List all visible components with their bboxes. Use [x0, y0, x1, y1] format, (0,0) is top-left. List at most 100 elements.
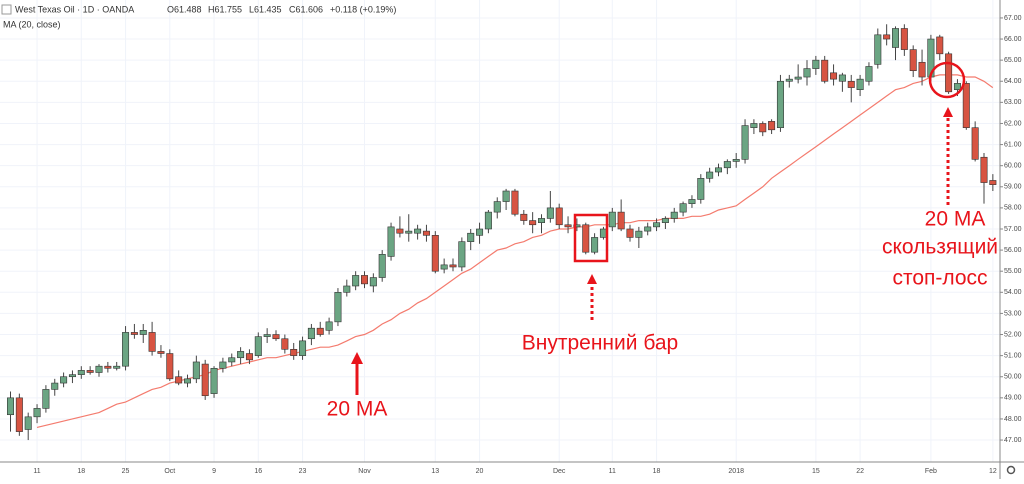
- candle-body: [502, 190, 510, 202]
- candle-body: [484, 211, 492, 230]
- candle-body: [414, 228, 422, 234]
- candle-body: [936, 36, 944, 55]
- candle-body: [838, 74, 846, 82]
- candle-body: [529, 220, 537, 226]
- candle-body: [626, 228, 634, 238]
- candle-body: [989, 180, 997, 185]
- candle-body: [661, 218, 669, 223]
- candle-body: [378, 254, 386, 278]
- y-tick-label: 65.00: [1004, 57, 1022, 64]
- y-tick-label: 55.00: [1004, 268, 1022, 275]
- stop-circle: [928, 61, 966, 99]
- y-tick-label: 63.00: [1004, 99, 1022, 106]
- candle-body: [33, 408, 41, 418]
- x-tick-label: 15: [812, 468, 820, 475]
- candle-body: [263, 334, 271, 337]
- candle-body: [750, 123, 758, 128]
- y-tick-label: 47.00: [1004, 437, 1022, 444]
- candle-body: [175, 376, 183, 384]
- candle-body: [130, 332, 138, 335]
- candle-body: [24, 416, 32, 430]
- candle-body: [68, 374, 76, 378]
- candle-body: [60, 376, 68, 384]
- symbol[interactable]: West Texas Oil · 1D · OANDA: [15, 4, 134, 14]
- arrow-head: [587, 274, 597, 284]
- candle-body: [555, 207, 563, 226]
- x-tick-label: Oct: [164, 468, 175, 475]
- candle-body: [520, 213, 528, 221]
- axes: 47.00 48.00 49.00 50.00 51.00 52.00 53.00 54.00…: [33, 15, 1021, 475]
- candle-body: [582, 224, 590, 253]
- y-tick-label: 56.00: [1004, 247, 1022, 254]
- ohlc-change: +0.118 (+0.19%): [330, 4, 396, 14]
- x-tick-label: 16: [254, 468, 262, 475]
- candle-body: [980, 156, 988, 183]
- candle-body: [148, 332, 156, 352]
- y-tick-label: 66.00: [1004, 36, 1022, 43]
- candle-body: [794, 76, 802, 80]
- ohlc-high: H61.755: [208, 4, 242, 14]
- candle-body: [493, 201, 501, 213]
- y-tick-label: 61.00: [1004, 141, 1022, 148]
- candle-body: [467, 232, 475, 242]
- candle-body: [617, 211, 625, 230]
- ma-legend[interactable]: MA (20, close): [3, 19, 61, 29]
- y-tick-label: 57.00: [1004, 226, 1022, 233]
- x-tick-label: 23: [299, 468, 307, 475]
- candle-body: [245, 353, 253, 361]
- candle-body: [962, 83, 970, 128]
- candle-body: [210, 367, 218, 394]
- candle-body: [122, 332, 130, 367]
- candle-body: [546, 207, 554, 219]
- y-tick-label: 62.00: [1004, 120, 1022, 127]
- candle-body: [714, 167, 722, 173]
- settings-icon[interactable]: [1006, 465, 1016, 475]
- candle-body: [706, 171, 714, 179]
- x-tick-label: 9: [212, 468, 216, 475]
- candle-body: [254, 336, 262, 356]
- candle-body: [918, 61, 926, 78]
- x-tick-label: 18: [77, 468, 85, 475]
- x-tick-label: 18: [653, 468, 661, 475]
- candle-body: [86, 370, 94, 373]
- candle-body: [511, 190, 519, 215]
- candle-body: [670, 211, 678, 219]
- candle-body: [891, 28, 899, 48]
- x-tick-label: Nov: [358, 468, 371, 475]
- candle-body: [281, 338, 289, 350]
- candle-body: [104, 365, 112, 369]
- y-tick-label: 64.00: [1004, 78, 1022, 85]
- x-tick-label: 13: [431, 468, 439, 475]
- candle-body: [900, 28, 908, 50]
- x-tick-label: 11: [33, 468, 40, 475]
- candle-body: [387, 226, 395, 257]
- candle-body: [237, 351, 245, 359]
- candle-body: [7, 397, 15, 416]
- symbol-icon: [1, 4, 12, 15]
- candle-body: [821, 59, 829, 82]
- candle-body: [909, 49, 917, 72]
- candle-body: [599, 228, 607, 238]
- y-tick-label: 59.00: [1004, 184, 1022, 191]
- candle-body: [325, 321, 333, 331]
- candle-body: [564, 224, 572, 228]
- candle-body: [334, 292, 342, 323]
- candle-body: [369, 277, 377, 287]
- candle-body: [883, 34, 891, 40]
- inside-bar-box: [573, 213, 609, 263]
- candle-body: [219, 361, 227, 369]
- candle-body: [272, 334, 280, 340]
- candle-body: [573, 224, 581, 228]
- annotation: скользящий: [882, 236, 998, 259]
- x-tick-label: Feb: [925, 468, 937, 475]
- candle-body: [157, 351, 165, 354]
- x-tick-label: 25: [122, 468, 130, 475]
- candle-body: [307, 327, 315, 340]
- candle-body: [192, 361, 200, 380]
- candle-body: [42, 389, 50, 409]
- ohlc-open: O61.488: [167, 4, 202, 14]
- candle-body: [874, 34, 882, 65]
- x-tick-label: 2018: [728, 468, 744, 475]
- candle-body: [299, 340, 307, 356]
- candle-body: [697, 178, 705, 200]
